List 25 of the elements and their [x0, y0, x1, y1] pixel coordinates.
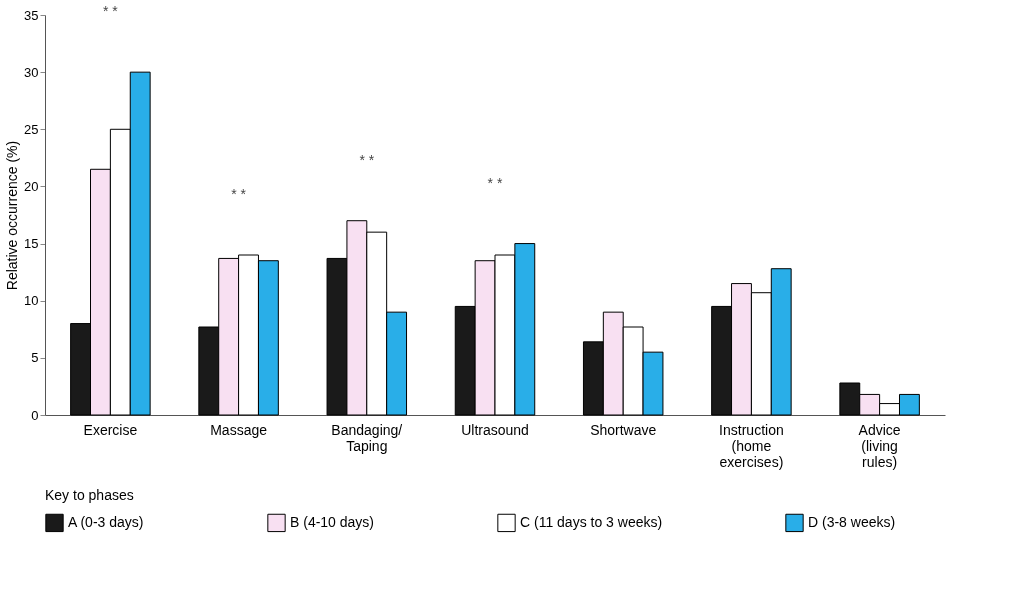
- x-tick-label: Advice (living rules): [858, 421, 901, 470]
- x-tick-label: Massage: [210, 421, 268, 438]
- legend-title: Key to phases: [45, 487, 134, 503]
- y-tick-label: 35: [24, 7, 39, 23]
- y-tick-label: 20: [24, 178, 39, 194]
- x-tick-label: Bandaging/ Taping: [331, 421, 403, 454]
- annotation: * *: [102, 3, 119, 20]
- y-tick-label: 10: [24, 293, 39, 309]
- annotation: * *: [231, 186, 247, 202]
- legend-label: A (0-3 days): [68, 513, 144, 530]
- legend-label: C (11 days to 3 weeks): [520, 513, 663, 530]
- x-tick-label: Instruction (home exercises): [719, 421, 784, 470]
- y-tick-label: 0: [31, 407, 39, 423]
- y-axis-title: Relative occurrence (%): [4, 140, 21, 291]
- y-tick-label: 15: [24, 236, 39, 252]
- annotation: * *: [487, 174, 503, 191]
- annotation: * *: [359, 151, 375, 168]
- y-tick-label: 5: [31, 350, 39, 366]
- x-tick-label: Shortwave: [590, 421, 657, 438]
- legend-label: D (3-8 weeks): [808, 513, 896, 530]
- y-tick-label: 25: [24, 121, 39, 137]
- y-tick-label: 30: [24, 64, 39, 80]
- legend-label: B (4-10 days): [290, 513, 375, 530]
- x-tick-label: Ultrasound: [461, 421, 529, 438]
- x-tick-label: Exercise: [83, 421, 138, 438]
